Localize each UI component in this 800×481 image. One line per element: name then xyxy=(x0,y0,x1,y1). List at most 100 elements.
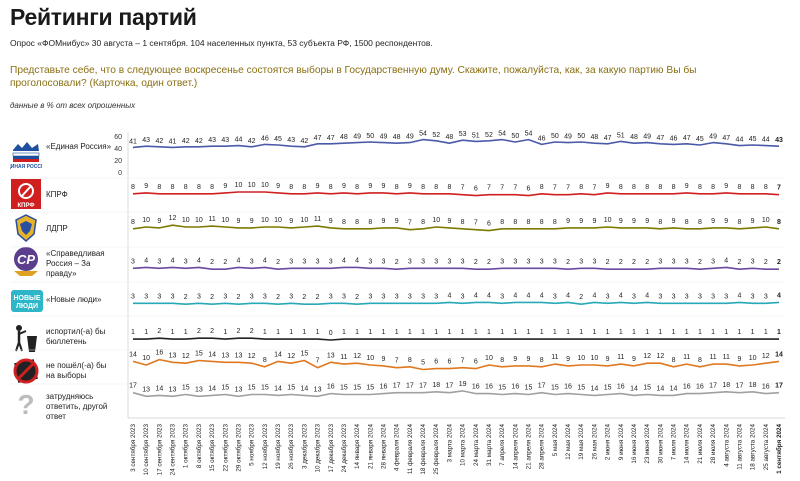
data-label: 9 xyxy=(513,356,517,363)
data-label: 8 xyxy=(421,219,425,226)
data-label: 47 xyxy=(314,135,322,142)
svg-text:КПРФ: КПРФ xyxy=(17,203,34,209)
x-tick-label: 1 сентября 2024 xyxy=(775,424,783,474)
data-label: 1 xyxy=(355,329,359,336)
data-label: 1 xyxy=(447,329,451,336)
data-label: 14 xyxy=(300,385,308,392)
data-label: 48 xyxy=(393,134,401,141)
data-label: 1 xyxy=(421,329,425,336)
data-label: 8 xyxy=(540,357,544,364)
data-label: 43 xyxy=(221,137,229,144)
data-label: 13 xyxy=(235,386,243,393)
data-label: 45 xyxy=(274,136,282,143)
data-label: 2 xyxy=(237,294,241,301)
data-label: 15 xyxy=(261,385,269,392)
data-label: 9 xyxy=(447,218,451,225)
data-label: 2 xyxy=(632,259,636,266)
data-label: 3 xyxy=(382,293,386,300)
data-label: 1 xyxy=(474,329,478,336)
data-label: 49 xyxy=(353,134,361,141)
data-label: 2 xyxy=(210,328,214,335)
series-line xyxy=(133,337,779,341)
data-label: 10 xyxy=(261,182,269,189)
data-label: 1 xyxy=(606,329,610,336)
data-label: 3 xyxy=(302,258,306,265)
data-label: 8 xyxy=(777,219,781,226)
label-spoil-ballot: испортил(-а) бы бюллетень xyxy=(46,327,106,346)
data-label: 15 xyxy=(577,385,585,392)
data-label: 1 xyxy=(579,329,583,336)
x-tick-label: 23 июня 2024 xyxy=(644,424,651,464)
data-label: 17 xyxy=(736,383,744,390)
data-label: 4 xyxy=(566,292,570,299)
data-label: 2 xyxy=(276,294,280,301)
data-label: 0 xyxy=(329,330,333,337)
x-tick-label: 10 сентября 2023 xyxy=(142,424,150,476)
data-label: 16 xyxy=(683,384,691,391)
svg-text:?: ? xyxy=(17,389,34,420)
data-label: 9 xyxy=(527,356,531,363)
data-label: 16 xyxy=(762,384,770,391)
data-label: 1 xyxy=(777,329,781,336)
data-label: 3 xyxy=(421,258,425,265)
x-tick-label: 5 ноября 2023 xyxy=(248,424,256,466)
data-label: 46 xyxy=(261,135,269,142)
data-label: 3 xyxy=(751,258,755,265)
label-hard-to-say: затрудняюсь ответить, другой ответ xyxy=(46,392,108,421)
data-label: 15 xyxy=(195,351,203,358)
data-label: 8 xyxy=(171,184,175,191)
data-label: 7 xyxy=(408,220,412,227)
x-tick-label: 12 мая 2024 xyxy=(565,424,572,460)
data-label: 18 xyxy=(749,382,757,389)
data-label: 3 xyxy=(592,258,596,265)
data-label: 46 xyxy=(538,135,546,142)
data-label: 3 xyxy=(408,258,412,265)
x-tick-label: 14 июля 2024 xyxy=(684,424,691,464)
data-label: 8 xyxy=(355,184,359,191)
data-label: 4 xyxy=(619,292,623,299)
data-label: 41 xyxy=(129,138,137,145)
data-label: 19 xyxy=(459,381,467,388)
data-label: 12 xyxy=(643,353,651,360)
data-label: 9 xyxy=(606,356,610,363)
series-line xyxy=(133,301,780,306)
series-line xyxy=(132,358,780,371)
data-label: 1 xyxy=(276,329,280,336)
survey-question: Представьте себе, что в следующее воскре… xyxy=(10,65,697,89)
united-russia-bear-icon: ЕДИНАЯ РОССИЯ xyxy=(4,138,49,170)
data-label: 14 xyxy=(208,385,216,392)
data-label: 9 xyxy=(250,218,254,225)
data-label: 52 xyxy=(432,132,440,139)
data-label: 15 xyxy=(525,385,533,392)
data-label: 3 xyxy=(329,293,333,300)
data-label: 1 xyxy=(408,329,412,336)
data-label: 8 xyxy=(579,184,583,191)
data-label: 15 xyxy=(340,385,348,392)
data-label: 11 xyxy=(683,354,690,361)
data-label: 8 xyxy=(368,219,372,226)
data-label: 2 xyxy=(698,259,702,266)
data-label: 8 xyxy=(197,184,201,191)
data-label: 3 xyxy=(157,258,161,265)
data-label: 9 xyxy=(724,218,728,225)
data-label: 3 xyxy=(434,258,438,265)
data-label: 11 xyxy=(617,354,624,361)
data-label: 7 xyxy=(461,185,465,192)
data-label: 14 xyxy=(208,351,216,358)
data-label: 7 xyxy=(513,185,517,192)
data-label: 8 xyxy=(540,184,544,191)
data-label: 6 xyxy=(527,186,531,193)
data-label: 10 xyxy=(604,217,612,224)
data-label: 4 xyxy=(777,292,781,299)
data-label: 9 xyxy=(316,183,320,190)
data-label: 1 xyxy=(711,329,715,336)
data-label: 3 xyxy=(606,293,610,300)
data-label: 41 xyxy=(169,138,177,145)
data-label: 9 xyxy=(579,218,583,225)
data-label: 3 xyxy=(672,293,676,300)
data-label: 11 xyxy=(314,216,321,223)
label-kprf: КПРФ xyxy=(46,190,68,199)
x-tick-label: 21 апреля 2024 xyxy=(526,424,533,470)
svg-text:НОВЫЕ: НОВЫЕ xyxy=(13,295,40,302)
